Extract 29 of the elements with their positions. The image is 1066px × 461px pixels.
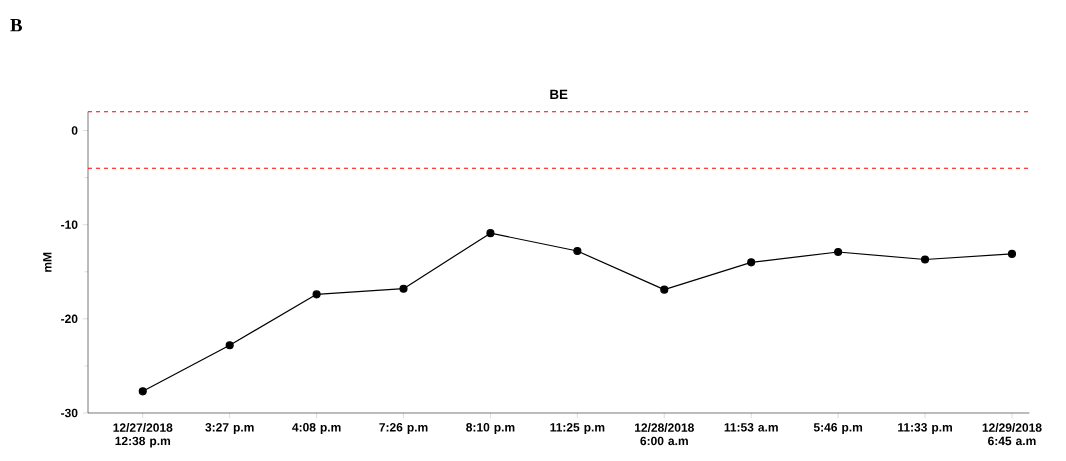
x-tick-label: 12/28/2018 6:00 a.m (635, 423, 694, 446)
point (225, 341, 234, 350)
x-tick-label: 8:10 p.m (466, 423, 515, 434)
x-tick-label: 3:27 p.m (205, 423, 254, 434)
x-tick-label: 12/27/2018 12:38 p.m (113, 423, 173, 448)
point (1007, 249, 1017, 258)
x-tick-label: 11:33 p.m (898, 423, 952, 434)
y-tick-label: 0 (71, 126, 78, 135)
x-tick-label: 7:26 p.m (379, 423, 428, 434)
y-tick-label: -30 (61, 408, 78, 418)
x-tick-label: 11:25 p.m (550, 423, 605, 434)
y-axis-title: mM (43, 252, 52, 272)
point (399, 284, 408, 293)
chart-title: BE (550, 89, 568, 99)
x-tick-label: 5:46 p.m (813, 423, 863, 434)
y-tick-label: -20 (61, 314, 78, 324)
y-tick-label: -10 (61, 220, 78, 229)
text: B (10, 19, 22, 32)
point (660, 285, 669, 294)
x-tick-label: 12/29/2018 6:45 a.m (982, 423, 1042, 446)
point (486, 229, 495, 238)
point (920, 255, 930, 264)
point (834, 247, 843, 257)
point (138, 387, 147, 396)
point (312, 290, 321, 299)
point (747, 258, 756, 267)
x-tick-label: 11:53 a.m (724, 423, 778, 432)
point (573, 246, 582, 256)
x-tick-label: 4:08 p.m (292, 423, 341, 434)
